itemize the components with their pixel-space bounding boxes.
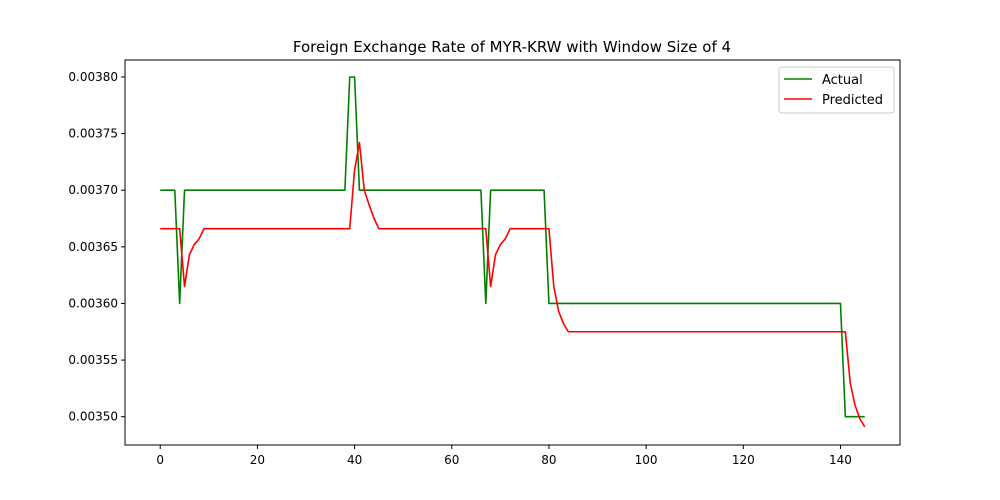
x-tick-label: 20 — [250, 453, 265, 467]
legend: Actual Predicted — [778, 66, 895, 114]
plot-area — [125, 60, 900, 445]
legend-label-actual: Actual — [822, 73, 863, 88]
chart-title: Foreign Exchange Rate of MYR-KRW with Wi… — [293, 38, 731, 56]
x-axis: 0 20 40 60 80 100 120 140 — [156, 445, 852, 467]
x-tick-label: 40 — [347, 453, 362, 467]
x-tick-label: 80 — [541, 453, 556, 467]
series-layer — [160, 76, 866, 428]
y-tick-label: 0.00380 — [68, 70, 118, 84]
plot-frame — [124, 59, 901, 446]
y-tick-label: 0.00375 — [68, 127, 118, 141]
legend-label-predicted: Predicted — [822, 93, 883, 108]
x-tick-label: 120 — [732, 453, 755, 467]
x-tick-label: 140 — [829, 453, 852, 467]
y-tick-label: 0.00355 — [68, 353, 118, 367]
y-tick-label: 0.00350 — [68, 410, 118, 424]
y-tick-label: 0.00365 — [68, 240, 118, 254]
series-line-predicted — [160, 141, 866, 428]
y-tick-label: 0.00360 — [68, 296, 118, 310]
x-tick-label: 100 — [635, 453, 658, 467]
y-axis: 0.00350 0.00355 0.00360 0.00365 0.00370 0.003… — [68, 70, 125, 424]
y-tick-label: 0.00370 — [68, 183, 118, 197]
series-line-actual — [160, 76, 865, 418]
x-tick-label: 0 — [156, 453, 164, 467]
x-tick-label: 60 — [444, 453, 459, 467]
